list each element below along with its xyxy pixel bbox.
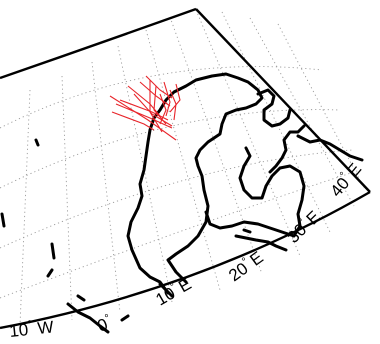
red-tracks [109,75,181,141]
meridian-line [195,9,301,257]
degree-symbol: ° [338,170,350,181]
meridian-line [277,23,365,189]
degree-symbol: ° [27,319,33,331]
track-line [109,95,177,141]
lon-label-10e: 10°E [152,273,195,309]
frame-outer-arc [0,7,197,80]
lon-label-0: 0° [95,312,115,336]
track-line [149,80,163,133]
graticule [0,9,365,326]
lon-label-hemi: E [246,248,266,270]
meridian-line [145,29,221,291]
island [76,294,86,302]
kola-coastline [256,88,292,128]
meridian-line [61,75,73,321]
degree-symbol: ° [240,255,251,267]
island [0,212,6,228]
track-line [163,81,171,117]
track-line [115,103,173,129]
track-line [133,93,173,127]
degree-symbol: ° [103,312,111,325]
track-line [139,81,171,107]
meridian-line [221,11,331,233]
estonia-coastline [234,234,288,252]
lon-label-hemi: E [175,274,194,296]
island [46,268,54,278]
track-line [159,93,167,125]
map-frame [0,7,371,330]
degree-symbol: ° [168,280,178,293]
track-line [169,83,181,113]
lon-label-30e: 30°E [283,206,324,247]
parallel-line [0,169,361,299]
parallel-line [0,66,323,129]
meridian-line [169,16,263,275]
track-line [111,111,155,131]
finland-coastline [204,146,306,238]
island [242,228,252,234]
frame-inner-arc [0,190,371,330]
island [50,242,56,260]
uk-coastline [66,302,110,334]
white-sea-coastline [268,124,306,174]
russia-coastline [296,134,364,162]
island [120,314,130,322]
meridian-line [19,89,31,326]
lon-label-deg: 10 [8,320,29,341]
lon-label-10w: 10° W [8,316,54,341]
lon-label-hemi: W [37,317,55,338]
island [34,138,40,147]
frame-right-edge [195,8,371,193]
scandinavia-coastline [126,72,264,295]
meridian-line [117,45,173,303]
degree-symbol: ° [296,216,308,228]
